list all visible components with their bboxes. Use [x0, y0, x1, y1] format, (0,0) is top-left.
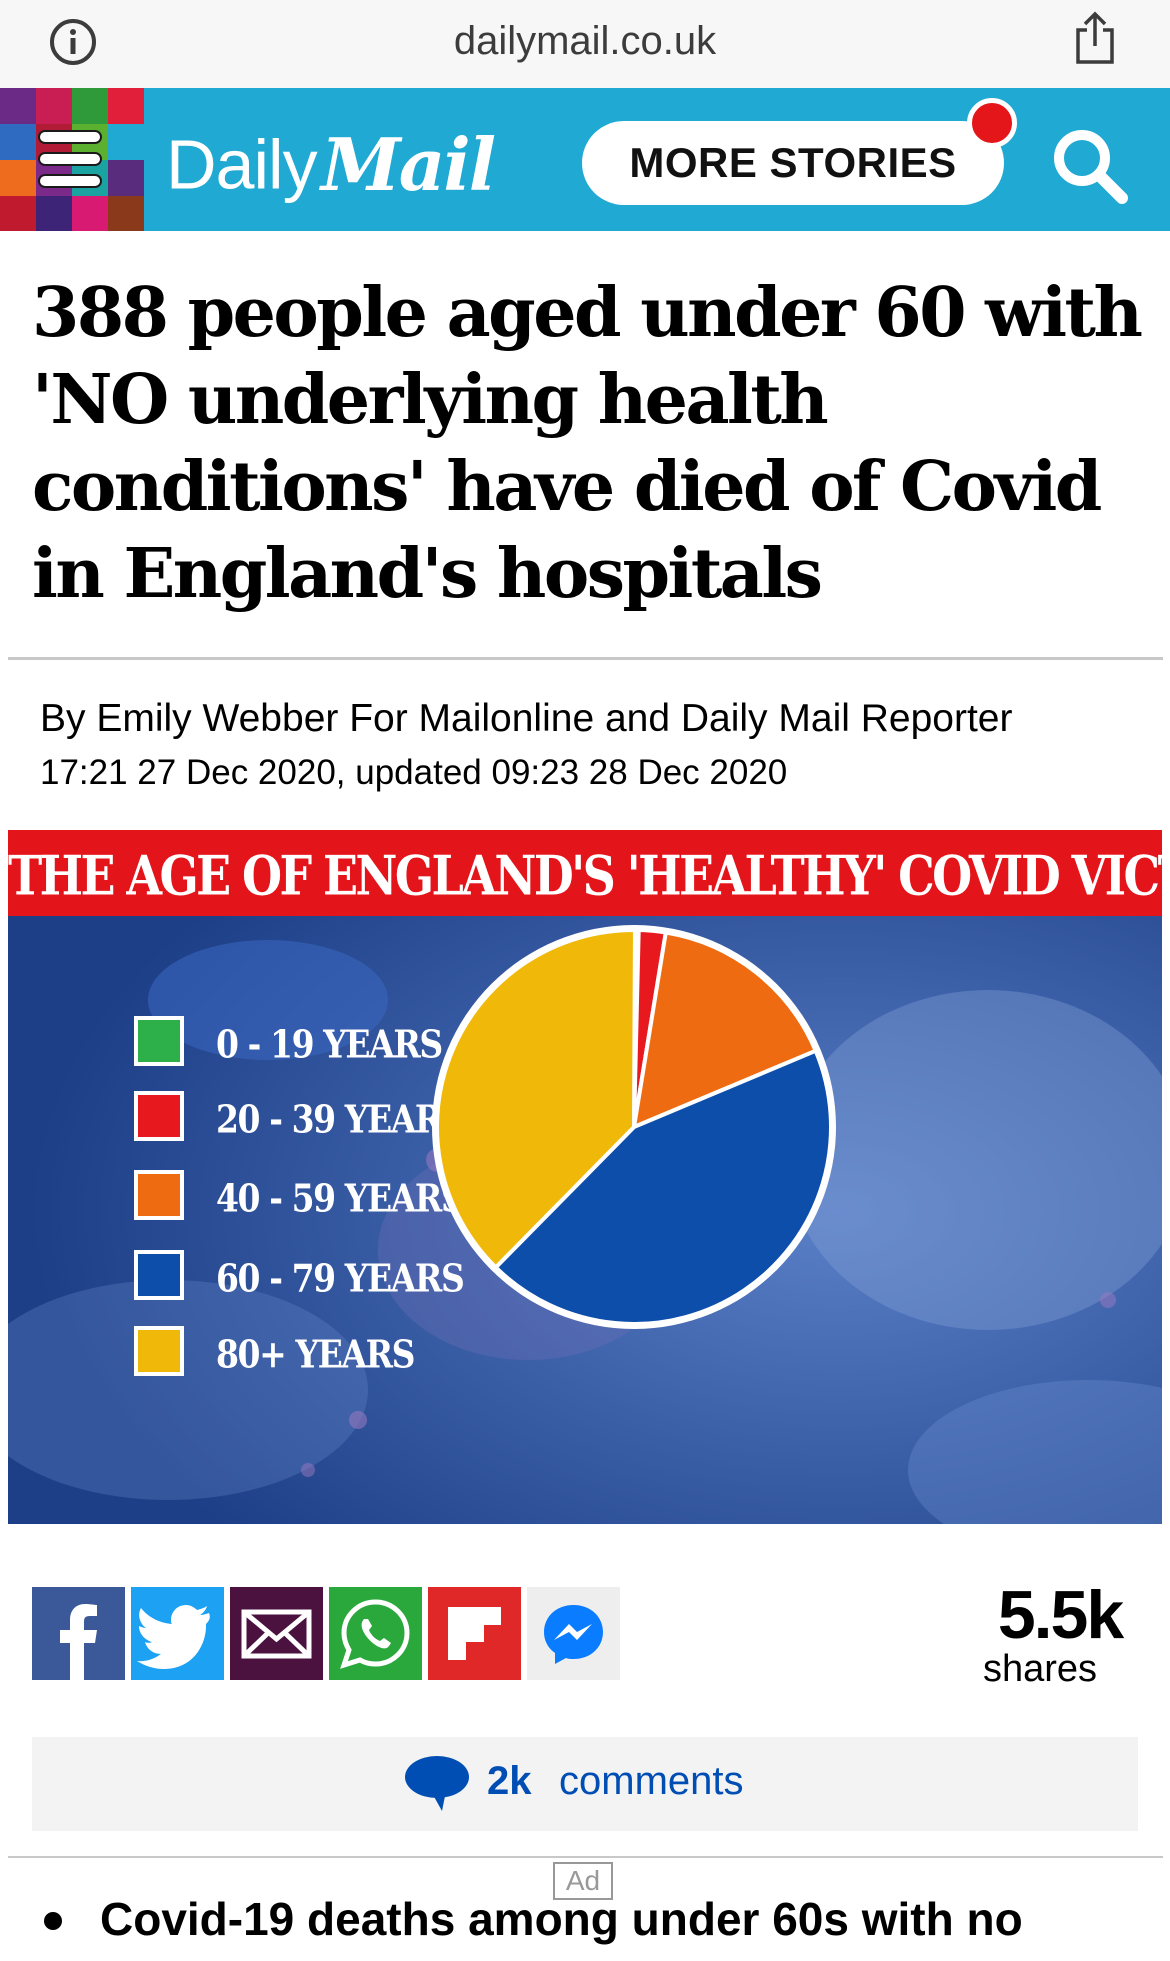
- messenger-share-button[interactable]: [527, 1587, 620, 1680]
- info-icon[interactable]: [48, 17, 98, 67]
- facebook-share-button[interactable]: [32, 1587, 125, 1680]
- ad-badge: Ad: [553, 1862, 613, 1900]
- share-icon[interactable]: [1073, 10, 1117, 66]
- flipboard-share-button[interactable]: [428, 1587, 521, 1680]
- flipboard-icon: [428, 1587, 521, 1680]
- article-byline: By Emily Webber For Mailonline and Daily…: [40, 697, 1013, 740]
- legend-label: 20 - 39 YEARS: [216, 1097, 465, 1142]
- legend-label: 80+ YEARS: [216, 1332, 415, 1377]
- legend-swatch: [134, 1170, 184, 1220]
- messenger-icon: [527, 1587, 620, 1680]
- pie-chart: [432, 925, 836, 1329]
- whatsapp-icon: [329, 1587, 422, 1680]
- legend-swatch: [134, 1091, 184, 1141]
- search-icon[interactable]: [1048, 124, 1132, 208]
- chart-title: THE AGE OF ENGLAND'S 'HEALTHY' COVID VIC…: [8, 844, 1162, 908]
- divider: [8, 657, 1163, 660]
- legend-swatch: [134, 1250, 184, 1300]
- comments-link[interactable]: 2k comments: [32, 1737, 1138, 1831]
- logo-daily: Daily: [166, 125, 318, 204]
- legend-swatch: [134, 1326, 184, 1376]
- twitter-share-button[interactable]: [131, 1587, 224, 1680]
- pie-slice-4: [493, 1048, 833, 1326]
- divider: [8, 1856, 1163, 1858]
- notification-badge: [967, 98, 1017, 148]
- site-logo[interactable]: Daily Mail: [166, 122, 496, 207]
- more-stories-button[interactable]: MORE STORIES: [582, 121, 1004, 205]
- article-headline: 388 people aged under 60 with 'NO underl…: [32, 273, 1143, 614]
- speech-bubble-icon: [405, 1756, 469, 1811]
- pie-slice-5: [435, 928, 637, 1270]
- share-label: shares: [982, 1648, 1098, 1690]
- legend-label: 40 - 59 YEARS: [216, 1176, 465, 1221]
- infographic-title-banner: THE AGE OF ENGLAND'S 'HEALTHY' COVID VIC…: [8, 830, 1162, 916]
- email-share-button[interactable]: [230, 1587, 323, 1680]
- infographic: THE AGE OF ENGLAND'S 'HEALTHY' COVID VIC…: [8, 830, 1162, 1524]
- email-icon: [230, 1587, 323, 1680]
- legend-label: 60 - 79 YEARS: [216, 1256, 465, 1301]
- logo-mail: Mail: [321, 122, 496, 207]
- browser-url-bar: dailymail.co.uk: [0, 0, 1170, 89]
- facebook-icon: [32, 1587, 125, 1680]
- site-header: Daily Mail MORE STORIES: [0, 88, 1170, 231]
- legend-label: 0 - 19 YEARS: [216, 1022, 443, 1067]
- article-dateline: 17:21 27 Dec 2020, updated 09:23 28 Dec …: [40, 753, 788, 792]
- more-stories-label: MORE STORIES: [629, 139, 957, 186]
- pie-slice-3: [632, 930, 818, 1129]
- whatsapp-share-button[interactable]: [329, 1587, 422, 1680]
- share-count: 5.5k: [997, 1577, 1124, 1653]
- related-bullet-text[interactable]: Covid-19 deaths among under 60s with no: [100, 1893, 1023, 1945]
- bullet-point: [44, 1912, 62, 1930]
- comment-count: 2k: [487, 1759, 532, 1803]
- legend-swatch: [134, 1016, 184, 1066]
- comment-label: comments: [559, 1759, 744, 1803]
- menu-icon[interactable]: [40, 132, 100, 190]
- url-text[interactable]: dailymail.co.uk: [453, 19, 717, 63]
- menu-mosaic[interactable]: [0, 88, 144, 231]
- twitter-icon: [131, 1587, 224, 1680]
